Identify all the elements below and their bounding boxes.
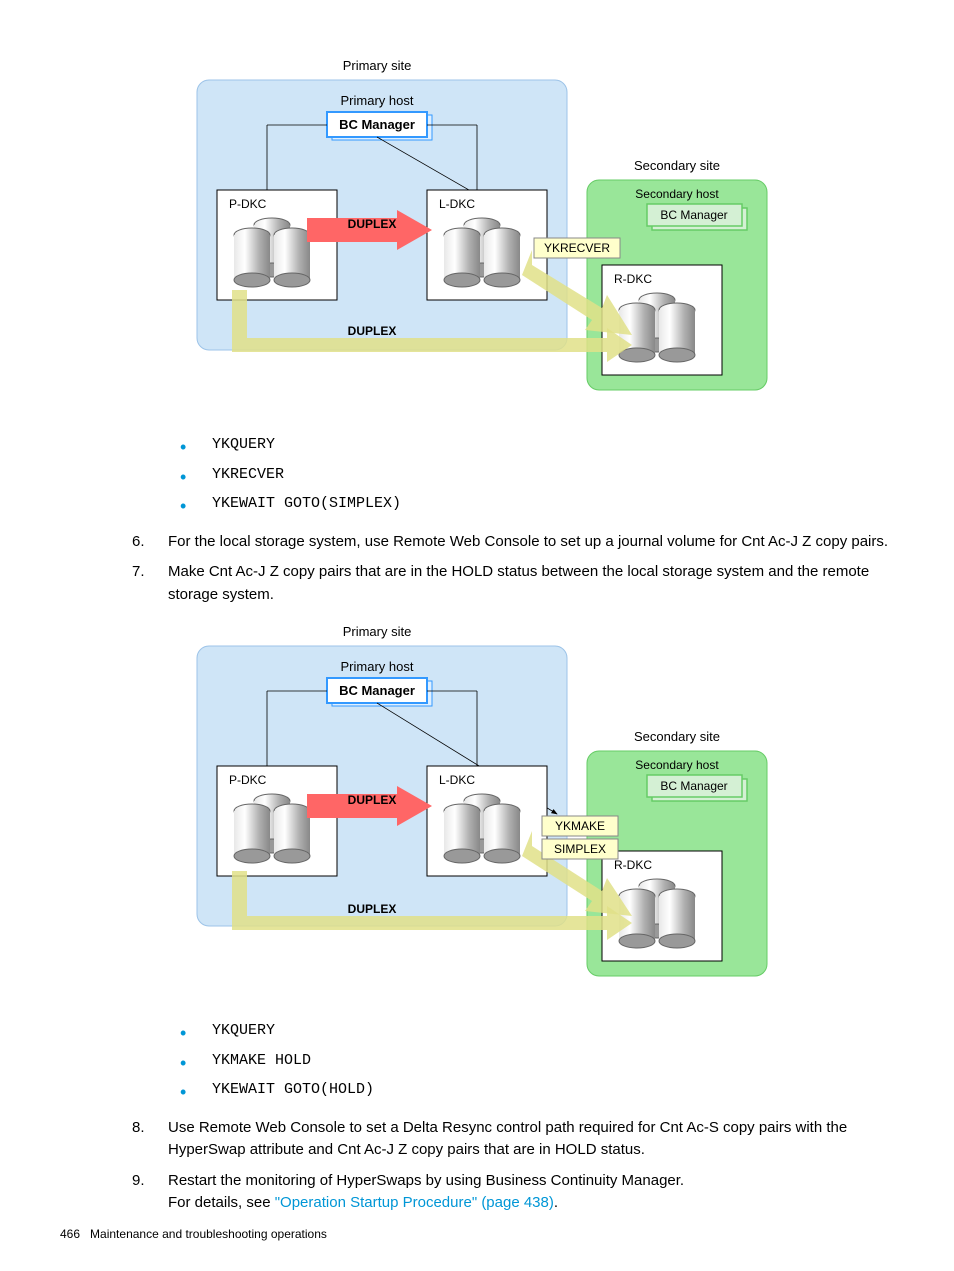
svg-text:SIMPLEX: SIMPLEX — [554, 842, 606, 856]
bullet-list-1: YKQUERY YKRECVER YKEWAIT GOTO(SIMPLEX) — [180, 430, 894, 519]
step-9: 9. Restart the monitoring of HyperSwaps … — [132, 1170, 894, 1215]
pdkc-label: P-DKC — [229, 197, 267, 211]
secondary-site-label: Secondary site — [634, 158, 720, 173]
step-9-line1: Restart the monitoring of HyperSwaps by … — [168, 1170, 894, 1193]
step-9-line2: For details, see "Operation Startup Proc… — [168, 1192, 894, 1215]
svg-text:DUPLEX: DUPLEX — [348, 902, 397, 916]
svg-text:BC Manager: BC Manager — [660, 779, 727, 793]
diagram-2: Primary site Primary host BC Manager Sec… — [177, 616, 777, 996]
cmd-1: YKRECVER — [544, 241, 610, 255]
svg-text:YKMAKE: YKMAKE — [555, 819, 605, 833]
duplex-2: DUPLEX — [348, 324, 397, 338]
footer-title: Maintenance and troubleshooting operatio… — [90, 1227, 327, 1241]
svg-text:Primary site: Primary site — [343, 624, 412, 639]
bullet-2-2: YKEWAIT GOTO(HOLD) — [212, 1081, 374, 1098]
svg-text:Primary host: Primary host — [341, 659, 414, 674]
diagram-1: Primary site Primary host BC Manager Sec… — [177, 50, 777, 410]
svg-text:Secondary site: Secondary site — [634, 729, 720, 744]
svg-text:R-DKC: R-DKC — [614, 858, 652, 872]
bc-manager-primary: BC Manager — [339, 117, 415, 132]
rdkc-label: R-DKC — [614, 272, 652, 286]
bullet-1-1: YKRECVER — [212, 466, 284, 483]
duplex-1: DUPLEX — [348, 217, 397, 231]
step-7: 7. Make Cnt Ac-J Z copy pairs that are i… — [132, 561, 894, 606]
bc-manager-secondary: BC Manager — [660, 208, 727, 222]
bullet-2-1: YKMAKE HOLD — [212, 1052, 311, 1069]
page-footer: 466 Maintenance and troubleshooting oper… — [60, 1227, 327, 1241]
primary-host-label: Primary host — [341, 93, 414, 108]
primary-site-label: Primary site — [343, 58, 412, 73]
svg-text:L-DKC: L-DKC — [439, 773, 475, 787]
svg-text:DUPLEX: DUPLEX — [348, 793, 397, 807]
ldkc-label: L-DKC — [439, 197, 475, 211]
bullet-2-0: YKQUERY — [212, 1022, 275, 1039]
svg-text:BC Manager: BC Manager — [339, 683, 415, 698]
svg-text:Secondary host: Secondary host — [635, 758, 719, 772]
startup-procedure-link[interactable]: "Operation Startup Procedure" (page 438) — [275, 1194, 554, 1211]
step-6: 6. For the local storage system, use Rem… — [132, 531, 894, 554]
step-8: 8. Use Remote Web Console to set a Delta… — [132, 1117, 894, 1162]
page-number: 466 — [60, 1227, 80, 1241]
bullet-1-0: YKQUERY — [212, 436, 275, 453]
bullet-1-2: YKEWAIT GOTO(SIMPLEX) — [212, 495, 401, 512]
bullet-list-2: YKQUERY YKMAKE HOLD YKEWAIT GOTO(HOLD) — [180, 1016, 894, 1105]
secondary-host-label: Secondary host — [635, 187, 719, 201]
svg-text:P-DKC: P-DKC — [229, 773, 267, 787]
